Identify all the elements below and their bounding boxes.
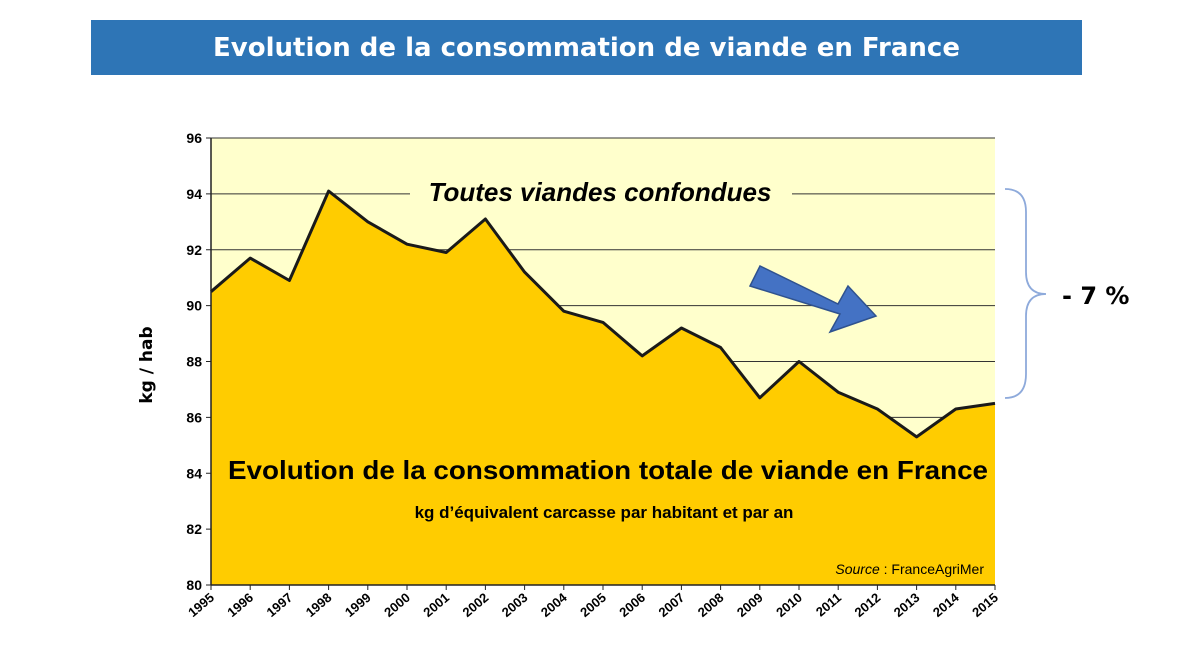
x-tick-label: 2011 <box>813 590 844 620</box>
x-tick-label: 2003 <box>499 590 531 620</box>
x-tick-label: 2004 <box>538 589 570 620</box>
trend-arrow <box>748 265 878 334</box>
main-caption: Evolution de la consommation totale de v… <box>228 455 988 485</box>
y-tick-label: 82 <box>186 521 202 537</box>
inner-title-background <box>410 172 792 212</box>
sub-caption: kg d’équivalent carcasse par habitant et… <box>415 503 794 522</box>
x-tick-label: 2012 <box>852 590 884 620</box>
x-tick-label: 1996 <box>224 590 256 620</box>
x-tick-label: 2009 <box>734 590 766 620</box>
y-axis-label: kg / hab <box>137 326 157 403</box>
x-tick-label: 2007 <box>656 590 688 620</box>
x-tick-label: 1995 <box>185 590 217 620</box>
change-percent-label: - 7 % <box>1062 282 1130 310</box>
x-tick-label: 2006 <box>616 590 648 620</box>
x-tick-label: 2001 <box>420 590 452 620</box>
x-tick-label: 2013 <box>891 590 923 620</box>
inner-title: Toutes viandes confondues <box>429 177 772 207</box>
source-label: Source <box>835 561 880 577</box>
y-tick-label: 94 <box>186 186 202 202</box>
y-tick-label: 96 <box>186 130 202 146</box>
y-tick-label: 80 <box>186 577 202 593</box>
slide-title: Evolution de la consommation de viande e… <box>91 20 1082 75</box>
y-tick-label: 92 <box>186 242 202 258</box>
x-tick-label: 2015 <box>969 590 1001 620</box>
x-tick-label: 2010 <box>773 590 805 620</box>
y-tick-label: 84 <box>186 465 202 481</box>
x-tick-label: 1998 <box>303 590 335 620</box>
x-tick-label: 1997 <box>264 590 296 620</box>
x-tick-label: 1999 <box>342 590 374 620</box>
source-value: : FranceAgriMer <box>880 561 985 577</box>
x-tick-labels: 1995 1996 1997 1998 1999 2000 2001 2002 2003 2004… <box>185 585 1001 620</box>
source-note: Source : FranceAgriMer <box>835 561 984 577</box>
y-tick-label: 86 <box>186 409 202 425</box>
x-tick-label: 2008 <box>695 590 727 620</box>
y-tick-labels: 80 82 84 86 88 90 92 94 96 <box>186 130 211 593</box>
x-tick-label: 2005 <box>577 590 609 620</box>
x-tick-label: 2000 <box>381 590 413 620</box>
x-tick-label: 2014 <box>930 589 962 620</box>
change-brace <box>1004 188 1047 399</box>
y-tick-label: 90 <box>186 298 202 314</box>
x-tick-label: 2002 <box>460 590 492 620</box>
consumption-area <box>211 191 995 585</box>
consumption-line <box>210 189 996 439</box>
y-tick-label: 88 <box>186 354 202 370</box>
